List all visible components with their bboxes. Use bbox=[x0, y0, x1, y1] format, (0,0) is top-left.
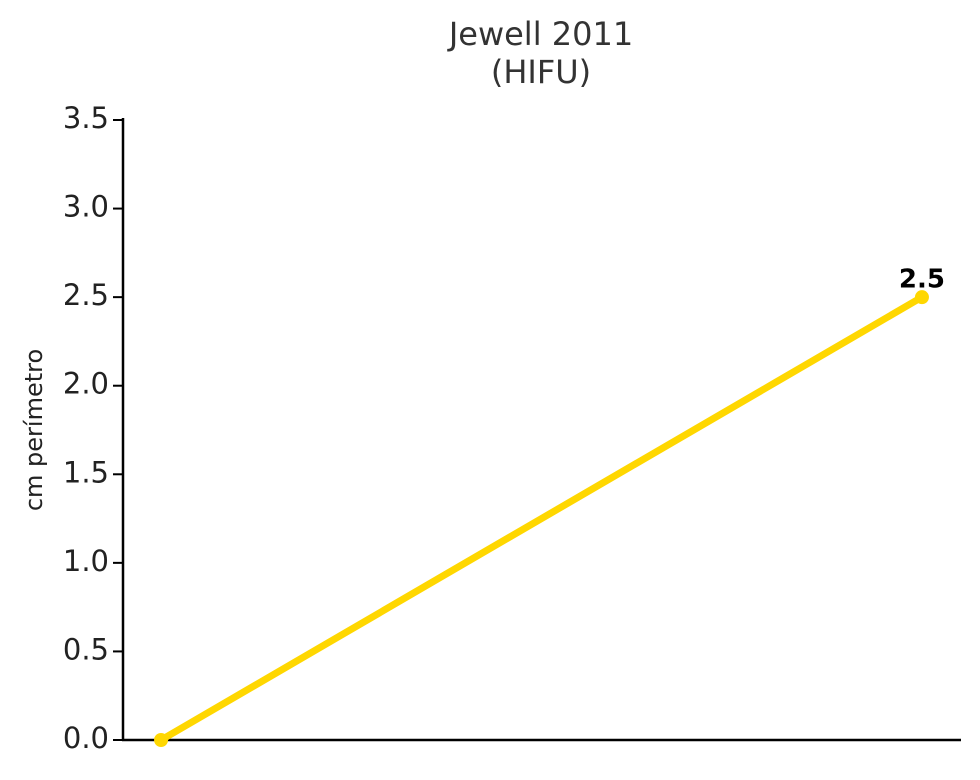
y-tick-label: 3.5 bbox=[63, 101, 109, 135]
y-axis-label: cm perímetro bbox=[20, 349, 48, 511]
y-tick-label: 2.0 bbox=[63, 367, 109, 401]
point bbox=[914, 290, 929, 305]
data-label: 2.5 bbox=[899, 265, 945, 295]
point bbox=[154, 733, 169, 747]
y-tick-label: 1.0 bbox=[63, 544, 109, 578]
chart-subtitle: (HIFU) bbox=[491, 53, 591, 91]
y-tick-label: 1.5 bbox=[63, 455, 109, 489]
chart-title: Jewell 2011 bbox=[447, 15, 633, 53]
line bbox=[157, 293, 926, 744]
y-tick-label: 0.0 bbox=[63, 721, 109, 755]
y-tick-label: 3.0 bbox=[63, 190, 109, 224]
y-tick-label: 0.5 bbox=[63, 632, 109, 666]
y-tick-label: 2.5 bbox=[63, 278, 109, 312]
